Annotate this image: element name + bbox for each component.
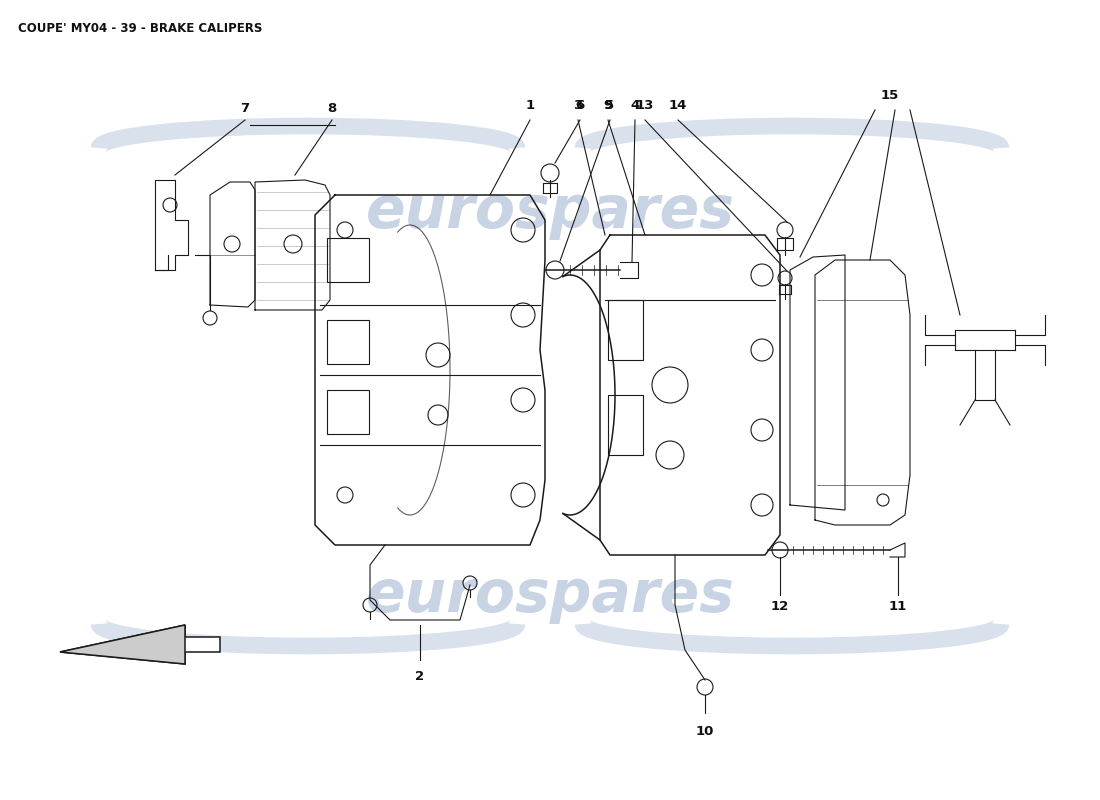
Text: 12: 12 — [771, 600, 789, 613]
Text: eurospares: eurospares — [365, 183, 735, 241]
Text: 1: 1 — [526, 99, 535, 112]
Text: 6: 6 — [575, 99, 584, 112]
Text: 11: 11 — [889, 600, 908, 613]
Text: 10: 10 — [696, 725, 714, 738]
Text: 3: 3 — [573, 99, 583, 112]
Text: 15: 15 — [881, 89, 899, 102]
Polygon shape — [60, 625, 185, 664]
Bar — [327, 390, 368, 434]
Text: 9: 9 — [604, 99, 613, 112]
Text: COUPE' MY04 - 39 - BRAKE CALIPERS: COUPE' MY04 - 39 - BRAKE CALIPERS — [18, 22, 263, 35]
Text: 7: 7 — [241, 102, 250, 115]
Bar — [327, 238, 368, 282]
Text: 5: 5 — [605, 99, 615, 112]
Text: 4: 4 — [630, 99, 639, 112]
Bar — [327, 320, 368, 364]
Text: 14: 14 — [669, 99, 688, 112]
Text: 2: 2 — [416, 670, 425, 683]
Polygon shape — [60, 625, 220, 664]
Text: 13: 13 — [636, 99, 654, 112]
Bar — [608, 395, 644, 455]
Bar — [608, 300, 644, 360]
Text: 8: 8 — [328, 102, 337, 115]
Text: eurospares: eurospares — [365, 567, 735, 625]
